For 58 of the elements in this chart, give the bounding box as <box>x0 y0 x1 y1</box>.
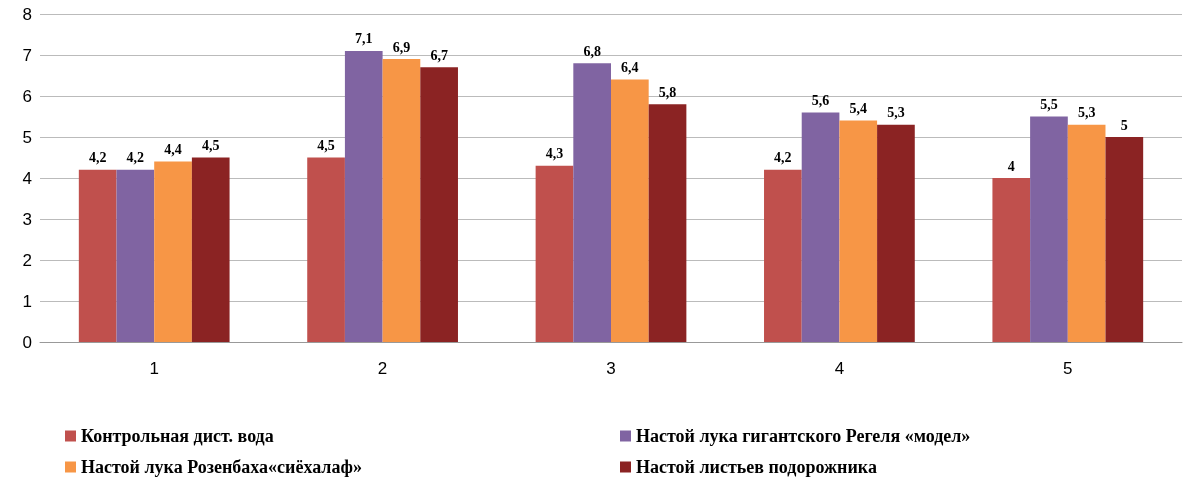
bar <box>116 169 155 342</box>
bar <box>154 161 192 342</box>
legend-label: Контрольная дист. вода <box>81 426 274 446</box>
data-label: 4,3 <box>545 146 564 162</box>
bar <box>801 112 840 342</box>
bar <box>191 157 230 342</box>
data-label: 5 <box>1120 117 1128 133</box>
bar <box>420 67 458 342</box>
y-tick-label: 7 <box>22 45 32 65</box>
bar <box>535 165 574 342</box>
bar <box>1105 137 1144 342</box>
data-label: 6,7 <box>430 47 448 63</box>
data-label: 4,2 <box>774 150 792 166</box>
y-tick-label: 5 <box>22 127 32 147</box>
y-tick-label: 1 <box>22 291 32 311</box>
data-label: 5,3 <box>1077 105 1096 121</box>
y-tick-label: 3 <box>22 209 32 229</box>
bar <box>992 178 1031 342</box>
data-label: 6,9 <box>392 39 411 55</box>
x-tick-label: 1 <box>149 359 159 378</box>
bar <box>877 124 915 342</box>
data-label: 4 <box>1007 158 1015 174</box>
data-label: 4,4 <box>164 142 182 158</box>
bar <box>344 50 383 342</box>
bar <box>307 157 345 342</box>
data-label: 5,8 <box>658 84 677 100</box>
data-label: 5,6 <box>811 92 830 108</box>
y-tick-label: 2 <box>22 250 32 270</box>
legend-label: Настой листьев подорожника <box>636 457 877 477</box>
bar <box>1067 124 1106 342</box>
bar <box>611 79 649 342</box>
x-tick-label: 5 <box>1063 359 1073 378</box>
data-label: 4,5 <box>201 138 220 153</box>
bar <box>573 63 611 342</box>
x-tick-label: 3 <box>606 359 616 378</box>
x-tick-label: 4 <box>834 359 845 378</box>
bar <box>839 120 878 342</box>
bar <box>78 169 117 342</box>
bar <box>764 169 802 342</box>
y-tick-label: 4 <box>22 168 32 188</box>
data-label: 4,2 <box>126 150 145 166</box>
legend-label: Настой лука гигантского Регеля «модел» <box>636 426 971 446</box>
data-label: 4,5 <box>317 138 335 153</box>
data-label: 5,4 <box>849 101 867 117</box>
x-tick-label: 2 <box>377 359 388 378</box>
bar <box>1030 116 1068 342</box>
data-label: 4,2 <box>88 150 107 166</box>
data-label: 5,5 <box>1040 97 1058 112</box>
y-tick-label: 0 <box>22 332 32 352</box>
bar <box>382 59 421 342</box>
y-tick-label: 6 <box>22 86 32 106</box>
bar <box>648 104 687 342</box>
data-label: 7,1 <box>355 31 373 47</box>
data-label: 5,3 <box>887 105 905 121</box>
y-tick-label: 8 <box>22 4 32 24</box>
data-label: 6,8 <box>583 43 601 59</box>
legend-label: Настой лука Розенбаха«сиёхалаф» <box>81 457 362 477</box>
data-label: 6,4 <box>621 60 639 76</box>
